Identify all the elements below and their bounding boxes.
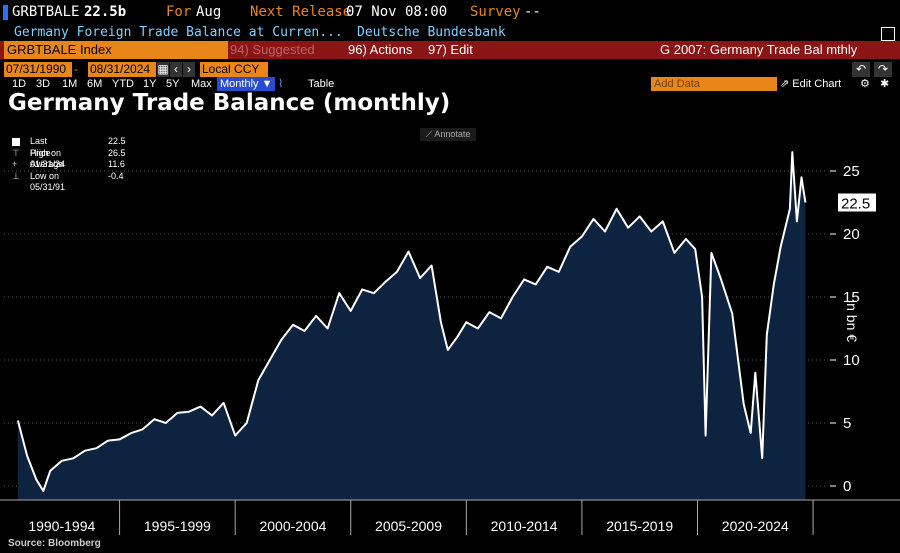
y-tick-label: 10 bbox=[843, 352, 860, 369]
period-ytd[interactable]: YTD bbox=[112, 78, 134, 90]
security-description-row: Germany Foreign Trade Balance at Curren.… bbox=[0, 24, 900, 42]
x-tick-label: 2005-2009 bbox=[375, 518, 442, 534]
x-tick-label: 2000-2004 bbox=[259, 518, 326, 534]
gear-icon[interactable]: ✱ bbox=[880, 78, 890, 90]
start-date-field[interactable]: 07/31/1990 bbox=[4, 62, 72, 77]
last-value-box bbox=[838, 193, 876, 212]
next-release-value: 07 Nov 08:00 bbox=[346, 4, 448, 20]
last-price-marker bbox=[12, 138, 20, 146]
for-period: Aug bbox=[196, 4, 222, 20]
period-max[interactable]: Max bbox=[191, 78, 212, 90]
date-separator: - bbox=[72, 62, 88, 77]
legend-label: High on 01/31/24 bbox=[30, 147, 66, 170]
series-line bbox=[16, 151, 807, 492]
y-tick-label: 20 bbox=[843, 226, 860, 243]
x-tick-label: 1995-1999 bbox=[144, 518, 211, 534]
y-tick-label: 25 bbox=[843, 163, 860, 180]
date-range-row: 07/31/1990 - 08/31/2024 ▦ ‹ › Local CCY … bbox=[0, 62, 900, 77]
annotate-label: Annotate bbox=[434, 129, 471, 139]
security-marker bbox=[3, 5, 8, 20]
source-note: Source: Bloomberg bbox=[8, 538, 101, 549]
toolbar: GRBTBALE Index 94) Suggested Charts 96) … bbox=[0, 41, 900, 75]
period-1m[interactable]: 1M bbox=[62, 78, 78, 90]
legend-value: -0.4 bbox=[108, 170, 124, 181]
y-tick-label: 0 bbox=[843, 478, 851, 495]
x-tick-label: 1990-1994 bbox=[28, 518, 95, 534]
undo-icon[interactable]: ↶ bbox=[852, 62, 870, 77]
edit-menu[interactable]: 97) Edit bbox=[428, 42, 473, 57]
current-value: 22.5b bbox=[84, 4, 127, 20]
redo-icon[interactable]: ↷ bbox=[874, 62, 892, 77]
next-release-label: Next Release bbox=[250, 4, 352, 20]
frequency-select[interactable]: Monthly ▼ bbox=[217, 77, 276, 91]
graph-title: G 2007: Germany Trade Bal mthly bbox=[660, 42, 858, 57]
y-tick-label: 5 bbox=[843, 415, 851, 432]
next-range-icon[interactable]: › bbox=[183, 62, 195, 77]
x-tick-label: 2010-2014 bbox=[491, 518, 558, 534]
frequency-label: Monthly bbox=[220, 78, 259, 90]
actions-menu[interactable]: 96) Actions bbox=[348, 42, 413, 57]
low-marker-icon: ⊥ bbox=[12, 170, 20, 181]
table-button[interactable]: Table bbox=[308, 78, 335, 90]
period-row: 1D 3D 1M 6M YTD 1Y 5Y Max Monthly ▼ ⌇ Ta… bbox=[0, 77, 900, 91]
legend-label: Average bbox=[30, 159, 64, 169]
legend-label: Last Price bbox=[30, 136, 51, 158]
chart-type-icon[interactable]: ⌇ bbox=[278, 78, 284, 90]
survey-label: Survey bbox=[470, 4, 521, 20]
end-date-field[interactable]: 08/31/2024 bbox=[88, 62, 156, 77]
edit-chart-button[interactable]: ⇗ Edit Chart bbox=[780, 78, 842, 90]
series-area bbox=[17, 152, 806, 500]
last-value-label: 22.5 bbox=[841, 196, 870, 213]
legend-value: 22.5 bbox=[108, 136, 126, 146]
x-tick-label: 2020-2024 bbox=[722, 518, 789, 534]
x-tick-label: 2015-2019 bbox=[606, 518, 673, 534]
security-description: Germany Foreign Trade Balance at Curren.… bbox=[14, 25, 343, 40]
security-header: GRBTBALE 22.5b For Aug Next Release 07 N… bbox=[0, 0, 900, 24]
legend-label: Low on 05/31/91 bbox=[30, 170, 66, 193]
legend-value: 26.5 bbox=[108, 147, 126, 158]
y-axis-label: in bn € bbox=[844, 300, 860, 343]
popout-icon[interactable] bbox=[881, 27, 895, 41]
period-1d[interactable]: 1D bbox=[12, 78, 27, 90]
period-3d[interactable]: 3D bbox=[36, 78, 51, 90]
currency-select[interactable]: Local CCY bbox=[200, 62, 268, 77]
annotate-button[interactable]: ⟋ Annotate bbox=[420, 128, 477, 141]
data-source: Deutsche Bundesbank bbox=[357, 25, 506, 40]
add-data-field[interactable]: Add Data bbox=[651, 77, 777, 91]
settings-icon[interactable]: ⚙ bbox=[860, 78, 870, 90]
for-label: For bbox=[166, 4, 192, 20]
y-tick-label: 15 bbox=[843, 289, 860, 306]
survey-value: -- bbox=[524, 4, 541, 20]
high-marker-icon: ⊤ bbox=[12, 147, 20, 158]
period-5y[interactable]: 5Y bbox=[166, 78, 180, 90]
average-marker-icon: + bbox=[12, 159, 18, 169]
suggested-charts-menu[interactable]: 94) Suggested Charts bbox=[230, 42, 315, 75]
period-1y[interactable]: 1Y bbox=[143, 78, 157, 90]
calendar-icon[interactable]: ▦ bbox=[157, 62, 169, 77]
period-6m[interactable]: 6M bbox=[87, 78, 103, 90]
ticker-field[interactable]: GRBTBALE Index bbox=[4, 41, 228, 59]
legend-value: 11.6 bbox=[108, 159, 125, 169]
ticker-code: GRBTBALE bbox=[12, 4, 80, 20]
chart-title: Germany Trade Balance (monthly) bbox=[8, 90, 451, 116]
previous-range-icon[interactable]: ‹ bbox=[170, 62, 182, 77]
chart-canvas[interactable]: 0 5 10 15 20 25 22.5 1990-1994 1995-1999 2000-200… bbox=[0, 100, 900, 540]
edit-chart-label: Edit Chart bbox=[792, 78, 842, 90]
